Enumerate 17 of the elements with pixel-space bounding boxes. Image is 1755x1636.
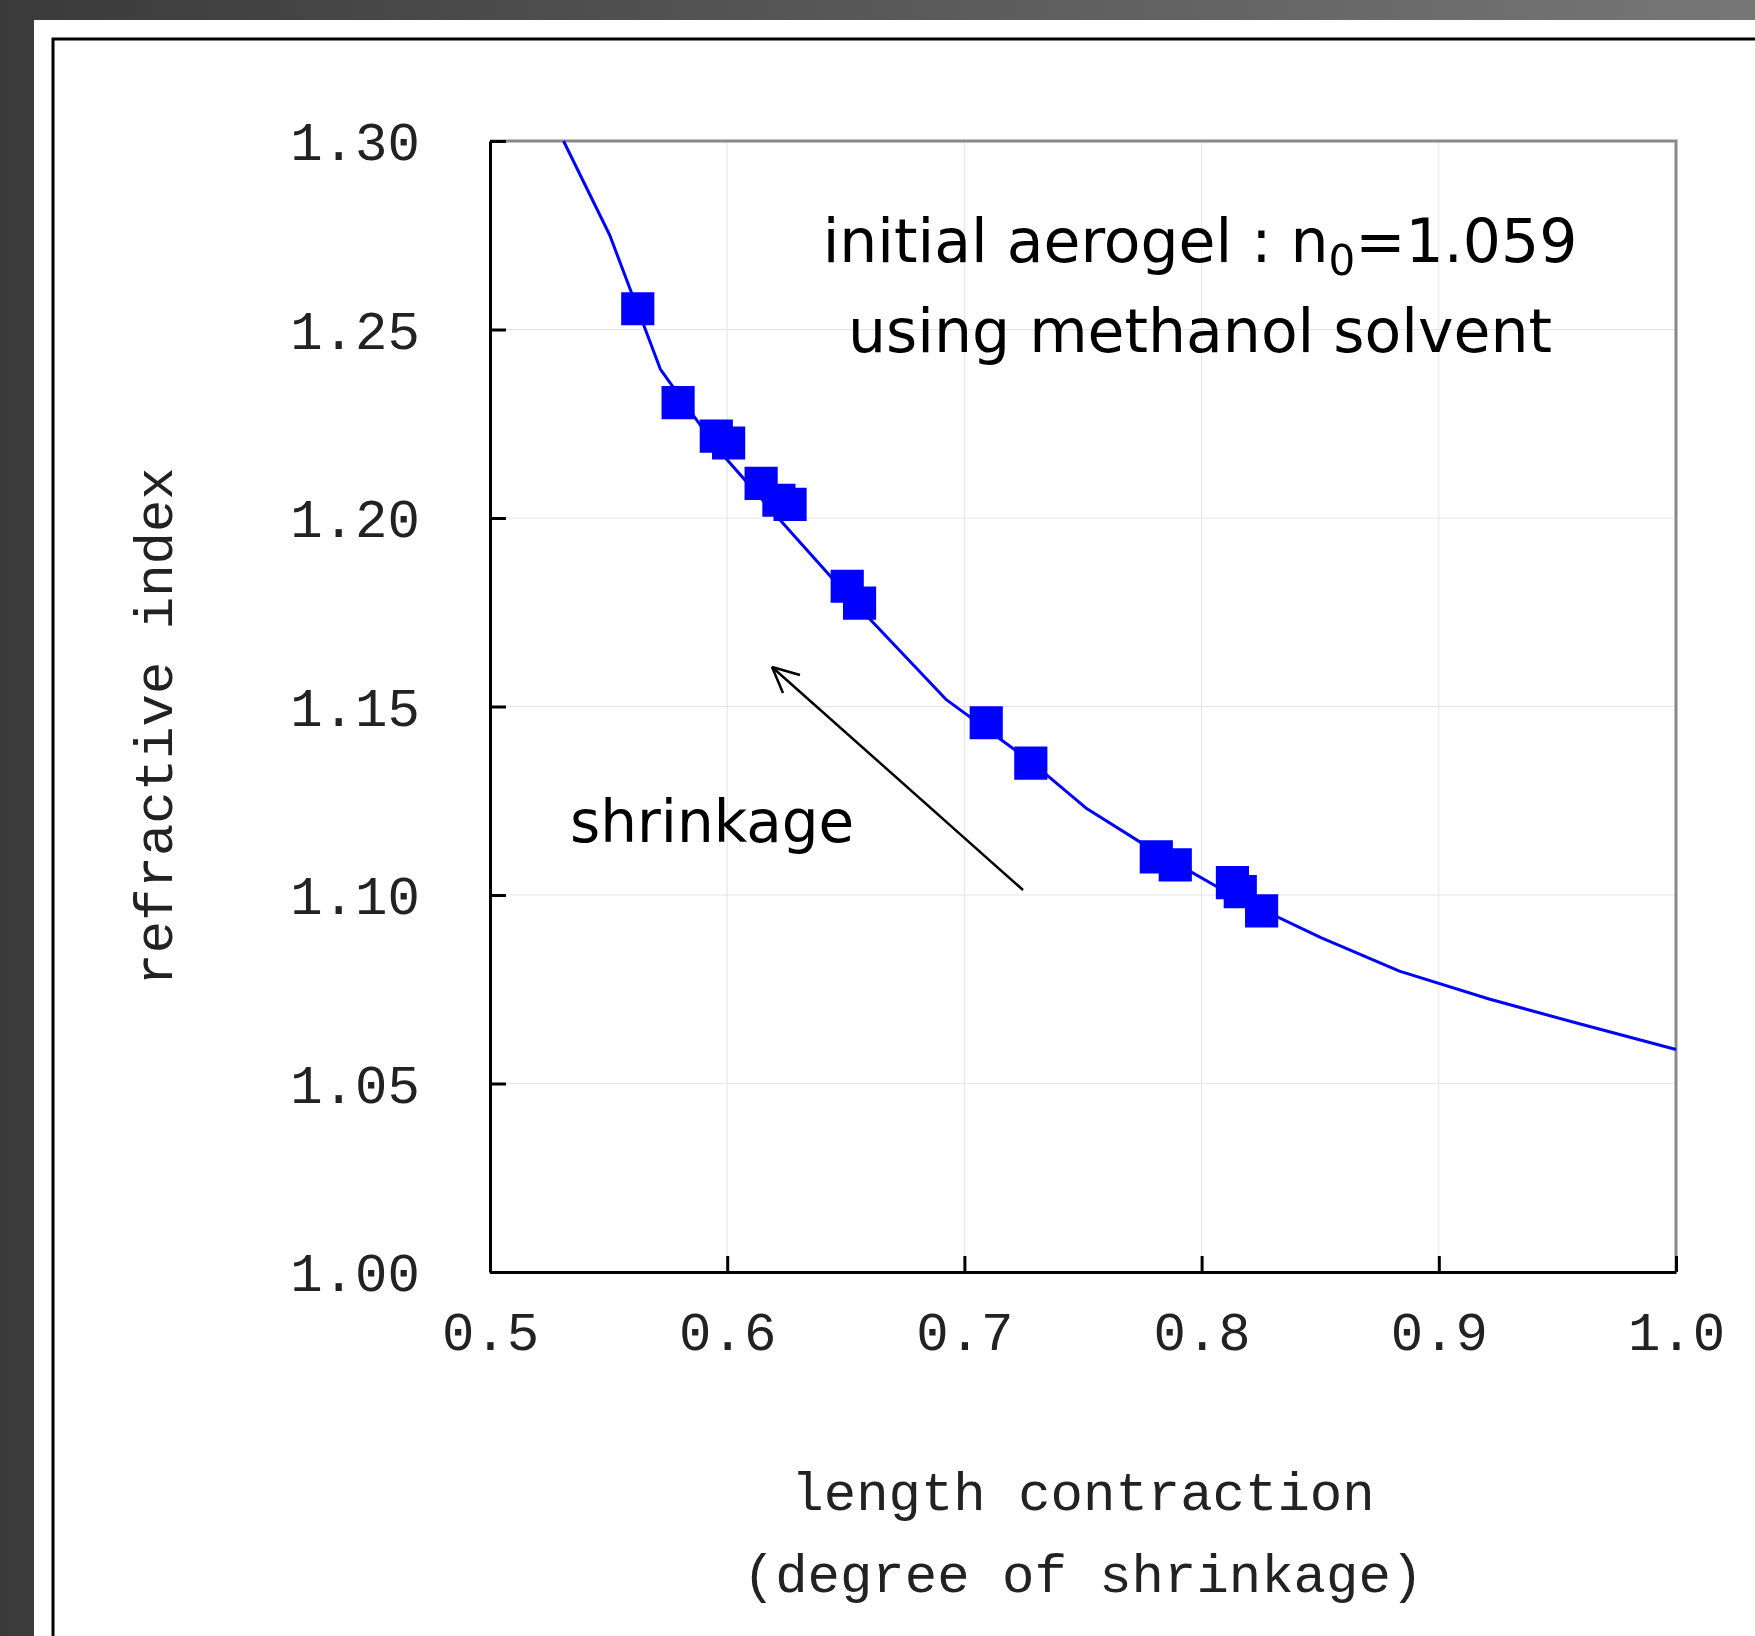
annotation: shrinkage [570,788,855,856]
y-tick-label: 1.20 [290,492,420,554]
x-axis-title: length contraction (degree of shrinkage) [742,1465,1424,1608]
x-tick-label: 1.0 [1627,1305,1726,1367]
x-tick-label: 0.5 [441,1305,540,1367]
y-axis-title: refractive index [127,467,188,986]
x-tick-label: 0.8 [1153,1305,1251,1367]
x-tick-label: 0.9 [1390,1305,1488,1367]
annotation: initial aerogel : n$_{0}$=1.059 using methanol solvent [822,206,1578,366]
y-tick-label: 1.10 [290,869,420,931]
y-tick-label: 1.15 [290,680,420,742]
x-tick-label: 0.7 [916,1305,1014,1367]
y-tick-label: 1.25 [290,303,420,365]
y-tick-label: 1.30 [290,115,420,177]
y-tick-label: 1.00 [290,1246,420,1308]
y-tick-label: 1.05 [290,1057,420,1119]
x-tick-label: 0.6 [679,1305,777,1367]
